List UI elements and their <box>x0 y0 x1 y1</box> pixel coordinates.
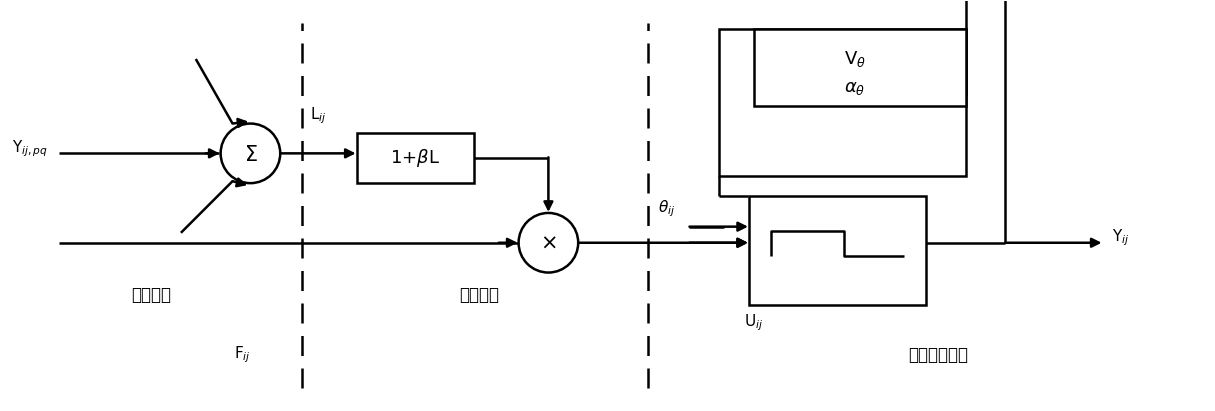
Text: 脉冲产生部分: 脉冲产生部分 <box>908 346 968 364</box>
Text: Y$_{ij}$: Y$_{ij}$ <box>1112 227 1129 248</box>
Text: 接收部分: 接收部分 <box>131 286 171 305</box>
Text: V$_{\theta}$: V$_{\theta}$ <box>843 48 866 69</box>
Text: L$_{ij}$: L$_{ij}$ <box>310 105 327 125</box>
Text: $\Sigma$: $\Sigma$ <box>243 145 258 165</box>
Bar <box>357 134 474 183</box>
Bar <box>748 196 926 305</box>
Text: Y$_{ij,pq}$: Y$_{ij,pq}$ <box>12 138 49 159</box>
Bar <box>719 29 966 176</box>
Text: U$_{ij}$: U$_{ij}$ <box>744 313 763 333</box>
Text: 调制部分: 调制部分 <box>459 286 499 305</box>
Text: $\alpha_{\theta}$: $\alpha_{\theta}$ <box>844 79 865 97</box>
Text: 1+$\beta$L: 1+$\beta$L <box>390 147 440 169</box>
Text: $\times$: $\times$ <box>541 233 556 253</box>
Text: F$_{ij}$: F$_{ij}$ <box>234 345 252 365</box>
Bar <box>755 29 966 106</box>
Text: $\theta_{ij}$: $\theta_{ij}$ <box>657 199 674 219</box>
